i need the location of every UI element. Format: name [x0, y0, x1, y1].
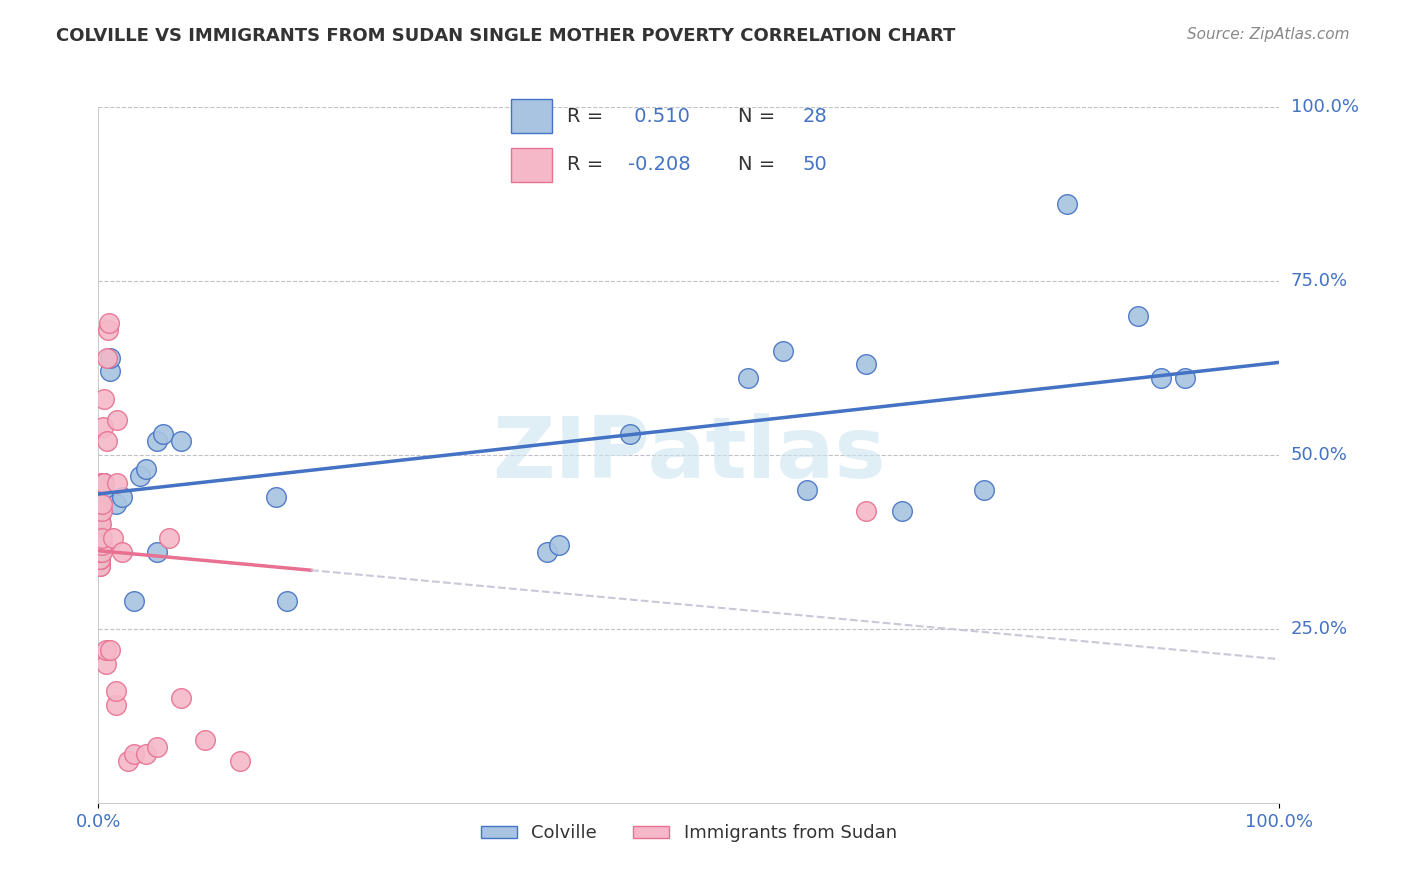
Point [96, 434, 118, 448]
Point [94, 642, 117, 657]
Point [1150, 371, 1173, 385]
Point [89, 552, 111, 566]
Point [229, 754, 252, 768]
Point [170, 691, 193, 706]
Point [94, 657, 117, 671]
Point [89, 524, 111, 539]
Point [90, 475, 112, 490]
Text: R =: R = [568, 155, 610, 174]
Point [90, 532, 112, 546]
Point [89, 559, 111, 574]
Point [89, 545, 111, 559]
Point [91, 538, 114, 552]
Point [89, 552, 111, 566]
Point [157, 532, 180, 546]
Point [855, 358, 877, 372]
Point [89, 532, 111, 546]
Text: 50.0%: 50.0% [1291, 446, 1347, 464]
Point [264, 490, 287, 504]
Point [128, 468, 150, 483]
Point [89, 538, 111, 552]
Point [536, 545, 558, 559]
Point [89, 524, 111, 539]
Point [97, 323, 120, 337]
Text: Source: ZipAtlas.com: Source: ZipAtlas.com [1187, 27, 1350, 42]
Text: N =: N = [738, 107, 782, 126]
Point [105, 497, 128, 511]
Point [117, 754, 139, 768]
FancyBboxPatch shape [510, 148, 553, 181]
Text: ZIPatlas: ZIPatlas [492, 413, 886, 497]
Point [973, 483, 995, 497]
Point [89, 532, 111, 546]
Point [91, 532, 114, 546]
Text: N =: N = [738, 155, 782, 174]
Text: COLVILLE VS IMMIGRANTS FROM SUDAN SINGLE MOTHER POVERTY CORRELATION CHART: COLVILLE VS IMMIGRANTS FROM SUDAN SINGLE… [56, 27, 956, 45]
Point [276, 594, 298, 608]
Point [1174, 371, 1197, 385]
Text: -0.208: -0.208 [628, 155, 690, 174]
Point [194, 733, 217, 747]
Point [101, 532, 124, 546]
Point [89, 552, 111, 566]
Point [772, 343, 794, 358]
Point [96, 351, 118, 365]
Point [135, 747, 157, 761]
Text: 100.0%: 100.0% [1291, 98, 1358, 116]
Point [146, 740, 169, 755]
Point [135, 462, 157, 476]
Text: 25.0%: 25.0% [1291, 620, 1348, 638]
Legend: Colville, Immigrants from Sudan: Colville, Immigrants from Sudan [474, 817, 904, 849]
Text: R =: R = [568, 107, 610, 126]
Point [105, 475, 128, 490]
Point [93, 392, 115, 407]
Point [93, 475, 115, 490]
Point [98, 316, 121, 330]
Text: 75.0%: 75.0% [1291, 272, 1348, 290]
Point [855, 503, 877, 517]
Point [91, 503, 114, 517]
Point [91, 475, 114, 490]
Point [89, 559, 111, 574]
Point [105, 698, 128, 713]
Point [146, 434, 169, 448]
Point [91, 420, 114, 434]
Point [98, 364, 121, 378]
Point [111, 545, 134, 559]
Point [170, 434, 193, 448]
Point [89, 510, 111, 524]
Point [93, 475, 115, 490]
Text: 0.510: 0.510 [628, 107, 690, 126]
Point [98, 351, 121, 365]
Point [91, 545, 114, 559]
Point [619, 427, 641, 442]
Text: 28: 28 [803, 107, 828, 126]
Point [152, 427, 174, 442]
Point [122, 747, 145, 761]
Point [1126, 309, 1149, 323]
Point [111, 490, 134, 504]
FancyBboxPatch shape [510, 99, 553, 133]
Point [90, 517, 112, 532]
Point [796, 483, 818, 497]
Text: 50: 50 [803, 155, 828, 174]
Point [98, 642, 121, 657]
Point [737, 371, 759, 385]
Point [548, 538, 571, 552]
Point [89, 510, 111, 524]
Point [89, 497, 111, 511]
Point [122, 594, 145, 608]
Point [89, 503, 111, 517]
Point [146, 545, 169, 559]
Point [105, 684, 128, 698]
Point [89, 517, 111, 532]
Point [93, 490, 115, 504]
Point [890, 503, 912, 517]
Point [105, 413, 128, 427]
Point [1056, 197, 1078, 211]
Point [91, 497, 114, 511]
